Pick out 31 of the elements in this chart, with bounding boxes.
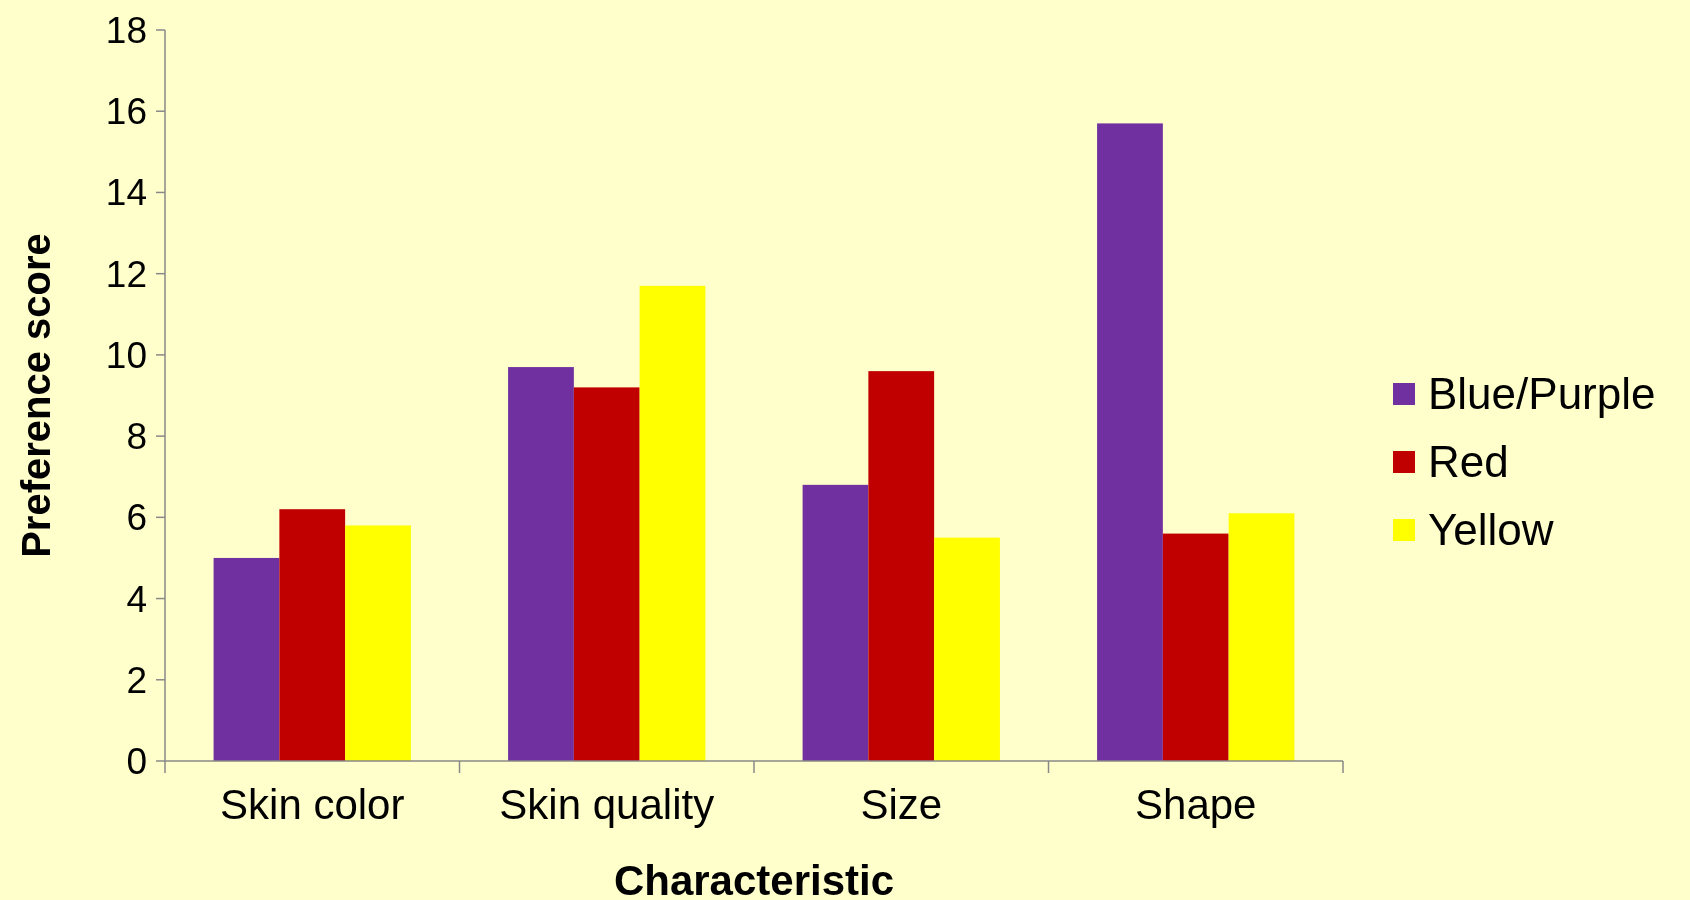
y-tick-label: 4	[126, 578, 147, 620]
bar	[213, 557, 280, 761]
bar	[345, 525, 411, 761]
y-tick-label: 12	[105, 253, 147, 295]
x-tick-label: Size	[860, 781, 943, 828]
bar	[802, 484, 869, 761]
x-tick-label: Skin quality	[499, 781, 715, 828]
bar	[934, 537, 1000, 761]
x-axis-title: Characteristic	[613, 857, 895, 900]
y-tick-label: 14	[105, 172, 147, 214]
bar	[1228, 513, 1295, 761]
bar	[279, 509, 346, 761]
bar	[1097, 123, 1163, 761]
bar	[639, 285, 706, 761]
y-tick-label: 18	[105, 9, 147, 51]
bar	[1162, 533, 1229, 761]
y-tick-label: 8	[126, 416, 147, 458]
legend-label: Blue/Purple	[1428, 369, 1656, 419]
x-tick-label: Skin color	[220, 781, 405, 828]
y-tick-label: 0	[126, 740, 147, 782]
legend-label: Red	[1428, 437, 1509, 487]
y-tick-label: 6	[126, 497, 147, 539]
y-axis-title: Preference score	[14, 233, 58, 558]
y-tick-label: 16	[105, 91, 147, 133]
bar	[508, 367, 574, 761]
x-tick-label: Shape	[1135, 781, 1257, 828]
bar	[573, 387, 640, 761]
legend-label: Yellow	[1428, 505, 1554, 555]
y-tick-label: 2	[126, 659, 147, 701]
bar	[868, 371, 935, 761]
y-tick-label: 10	[105, 334, 147, 376]
